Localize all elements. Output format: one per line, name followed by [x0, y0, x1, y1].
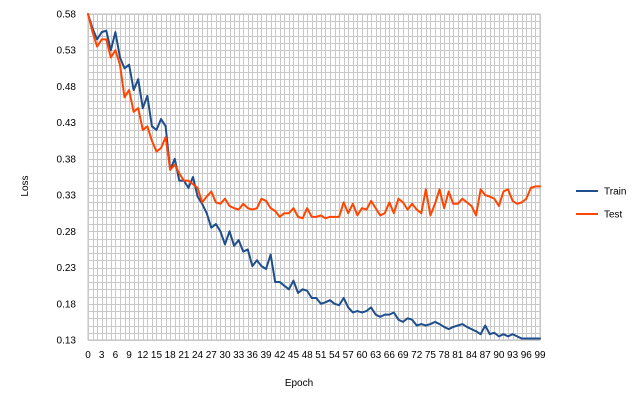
plot-area — [87, 13, 541, 341]
x-tick-label: 48 — [302, 350, 314, 361]
x-tick-label: 33 — [233, 350, 245, 361]
series-line-train — [87, 13, 541, 340]
x-tick-label: 18 — [165, 350, 177, 361]
x-tick-label: 6 — [113, 350, 119, 361]
chart-legend: Train Test — [576, 187, 626, 221]
x-tick-label: 45 — [288, 350, 300, 361]
x-tick-label: 15 — [151, 350, 163, 361]
y-tick-label: 0.28 — [57, 227, 77, 238]
x-tick-label: 51 — [315, 350, 327, 361]
legend-item-train: Train — [576, 187, 626, 198]
x-tick-label: 99 — [534, 350, 546, 361]
chart-grid — [87, 13, 541, 341]
x-tick-label: 84 — [466, 350, 478, 361]
y-tick-label: 0.33 — [57, 191, 77, 202]
y-tick-label: 0.23 — [57, 263, 77, 274]
y-tick-label: 0.13 — [57, 336, 77, 347]
x-tick-label: 27 — [206, 350, 218, 361]
x-tick-label: 3 — [99, 350, 105, 361]
series-layer — [87, 13, 541, 340]
x-tick-label: 60 — [356, 350, 368, 361]
y-axis-label: Loss — [20, 175, 31, 196]
x-tick-label: 39 — [260, 350, 272, 361]
x-axis-ticks: 0 3 6 9 12 15 18 21 24 27 30 33 36 39 42 45 48 51 54 57 60 63… — [85, 350, 546, 361]
x-tick-label: 69 — [397, 350, 409, 361]
x-tick-label: 36 — [247, 350, 259, 361]
x-tick-label: 0 — [85, 350, 91, 361]
y-tick-label: 0.38 — [57, 154, 77, 165]
x-tick-label: 54 — [329, 350, 341, 361]
x-tick-label: 63 — [370, 350, 382, 361]
y-axis-ticks: 0.58 0.53 0.48 0.43 0.38 0.33 0.28 0.23 0.18 0.13 — [57, 10, 77, 347]
x-tick-label: 12 — [137, 350, 149, 361]
x-tick-label: 87 — [480, 350, 492, 361]
x-tick-label: 72 — [411, 350, 423, 361]
x-tick-label: 24 — [192, 350, 204, 361]
x-tick-label: 30 — [219, 350, 231, 361]
series-line-test — [87, 13, 541, 220]
x-tick-label: 9 — [126, 350, 132, 361]
x-tick-label: 81 — [452, 350, 464, 361]
y-tick-label: 0.18 — [57, 299, 77, 310]
y-tick-label: 0.43 — [57, 118, 77, 129]
legend-item-test: Test — [576, 210, 623, 221]
x-tick-label: 93 — [507, 350, 519, 361]
x-axis-label: Epoch — [285, 378, 313, 389]
y-tick-label: 0.53 — [57, 46, 77, 57]
x-tick-label: 42 — [274, 350, 286, 361]
x-tick-label: 66 — [384, 350, 396, 361]
x-tick-label: 75 — [425, 350, 437, 361]
y-tick-label: 0.58 — [57, 10, 77, 21]
x-tick-label: 21 — [178, 350, 190, 361]
legend-label: Test — [604, 210, 623, 221]
x-tick-label: 90 — [493, 350, 505, 361]
legend-label: Train — [604, 187, 626, 198]
y-tick-label: 0.48 — [57, 82, 77, 93]
x-tick-label: 78 — [439, 350, 451, 361]
x-tick-label: 96 — [521, 350, 533, 361]
x-tick-label: 57 — [343, 350, 355, 361]
